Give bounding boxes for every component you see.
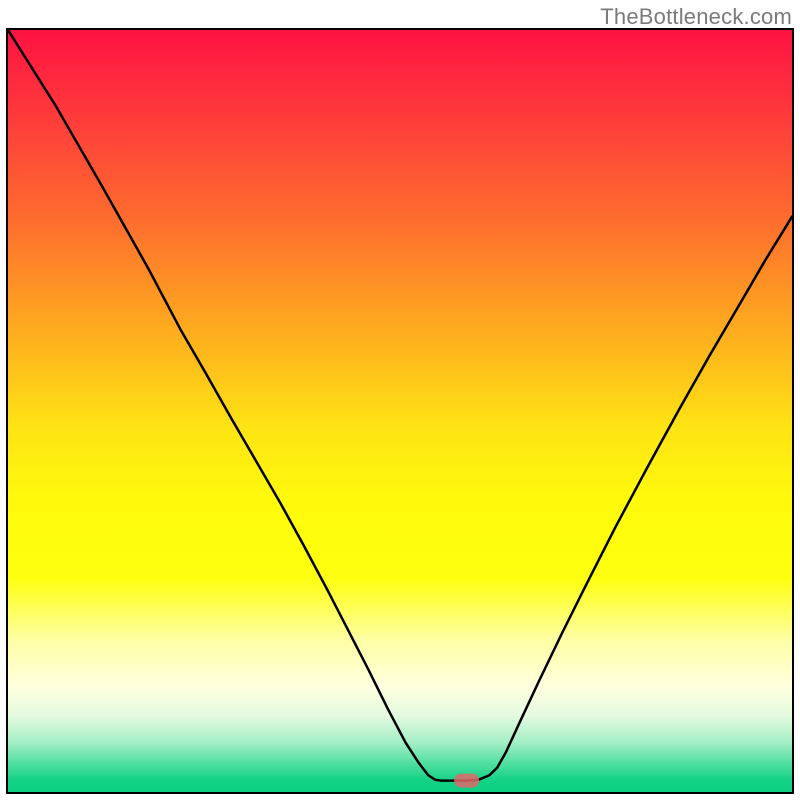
watermark-label: TheBottleneck.com <box>600 4 792 30</box>
optimal-marker <box>454 774 479 788</box>
chart-background-gradient <box>8 30 792 792</box>
bottleneck-chart <box>6 28 794 794</box>
chart-svg <box>8 30 792 792</box>
